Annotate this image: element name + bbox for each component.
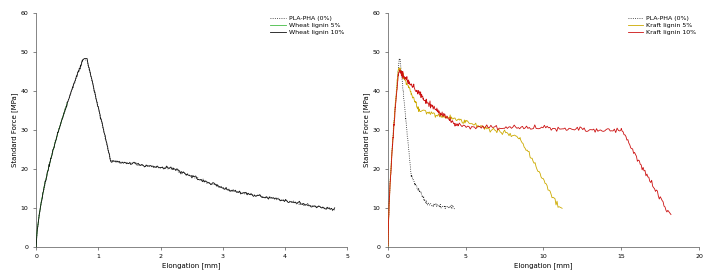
Wheat lignin 5% [42, 175, 51, 178]
Kraft lignin 5% [558, 207, 566, 210]
PLA-PHA (0%) [406, 170, 415, 173]
Kraft lignin 10% [667, 213, 675, 216]
Kraft lignin 5% [443, 116, 451, 119]
Line: Wheat lignin 10%: Wheat lignin 10% [36, 59, 335, 247]
PLA-PHA (0%) [129, 162, 137, 165]
Wheat lignin 10% [93, 100, 101, 103]
PLA-PHA (0%) [93, 100, 101, 104]
X-axis label: Elongation [mm]: Elongation [mm] [514, 262, 573, 269]
PLA-PHA (0%) [397, 71, 406, 74]
Kraft lignin 5% [388, 153, 396, 157]
Wheat lignin 10% [331, 206, 339, 209]
Kraft lignin 10% [553, 130, 561, 133]
PLA-PHA (0%) [413, 187, 422, 190]
Kraft lignin 5% [396, 66, 404, 69]
PLA-PHA (0%) [183, 172, 191, 175]
PLA-PHA (0%) [331, 208, 339, 211]
Wheat lignin 10% [148, 165, 156, 168]
Wheat lignin 5% [42, 176, 51, 179]
PLA-PHA (0%) [404, 147, 413, 151]
PLA-PHA (0%) [219, 186, 228, 189]
PLA-PHA (0%) [383, 244, 392, 248]
Kraft lignin 10% [392, 94, 401, 97]
Y-axis label: Standard Force [MPa]: Standard Force [MPa] [11, 93, 18, 167]
Kraft lignin 10% [396, 69, 404, 72]
PLA-PHA (0%) [405, 153, 413, 157]
Wheat lignin 5% [41, 180, 49, 183]
Wheat lignin 10% [129, 161, 137, 165]
Wheat lignin 10% [81, 57, 89, 60]
Line: PLA-PHA (0%): PLA-PHA (0%) [388, 59, 455, 246]
PLA-PHA (0%) [52, 136, 61, 139]
Kraft lignin 5% [401, 79, 410, 82]
PLA-PHA (0%) [385, 203, 393, 206]
Line: PLA-PHA (0%): PLA-PHA (0%) [36, 60, 335, 247]
Wheat lignin 5% [63, 101, 71, 104]
Line: Kraft lignin 10%: Kraft lignin 10% [388, 70, 671, 245]
Wheat lignin 10% [32, 245, 41, 248]
PLA-PHA (0%) [451, 208, 459, 211]
Wheat lignin 5% [40, 185, 49, 188]
X-axis label: Elongation [mm]: Elongation [mm] [162, 262, 221, 269]
Wheat lignin 10% [52, 136, 61, 139]
Kraft lignin 5% [383, 245, 392, 248]
Wheat lignin 5% [37, 199, 46, 203]
PLA-PHA (0%) [79, 58, 87, 61]
PLA-PHA (0%) [395, 57, 403, 61]
Kraft lignin 10% [396, 68, 404, 71]
Line: Wheat lignin 5%: Wheat lignin 5% [36, 103, 67, 246]
Legend: PLA-PHA (0%), Kraft lignin 5%, Kraft lignin 10%: PLA-PHA (0%), Kraft lignin 5%, Kraft lig… [626, 14, 698, 36]
Kraft lignin 5% [397, 69, 406, 73]
Wheat lignin 5% [32, 245, 41, 248]
Kraft lignin 10% [418, 95, 426, 98]
Wheat lignin 10% [183, 172, 191, 176]
Legend: PLA-PHA (0%), Wheat lignin 5%, Wheat lignin 10%: PLA-PHA (0%), Wheat lignin 5%, Wheat lig… [269, 14, 346, 36]
Kraft lignin 5% [466, 122, 475, 125]
Line: Kraft lignin 5%: Kraft lignin 5% [388, 68, 562, 247]
Kraft lignin 10% [448, 120, 457, 123]
Wheat lignin 5% [51, 140, 60, 143]
Y-axis label: Standard Force [MPa]: Standard Force [MPa] [363, 93, 370, 167]
Kraft lignin 10% [658, 199, 666, 202]
Kraft lignin 5% [522, 149, 531, 152]
Kraft lignin 10% [383, 244, 392, 247]
PLA-PHA (0%) [148, 165, 156, 168]
PLA-PHA (0%) [32, 245, 41, 248]
Wheat lignin 10% [219, 186, 228, 190]
